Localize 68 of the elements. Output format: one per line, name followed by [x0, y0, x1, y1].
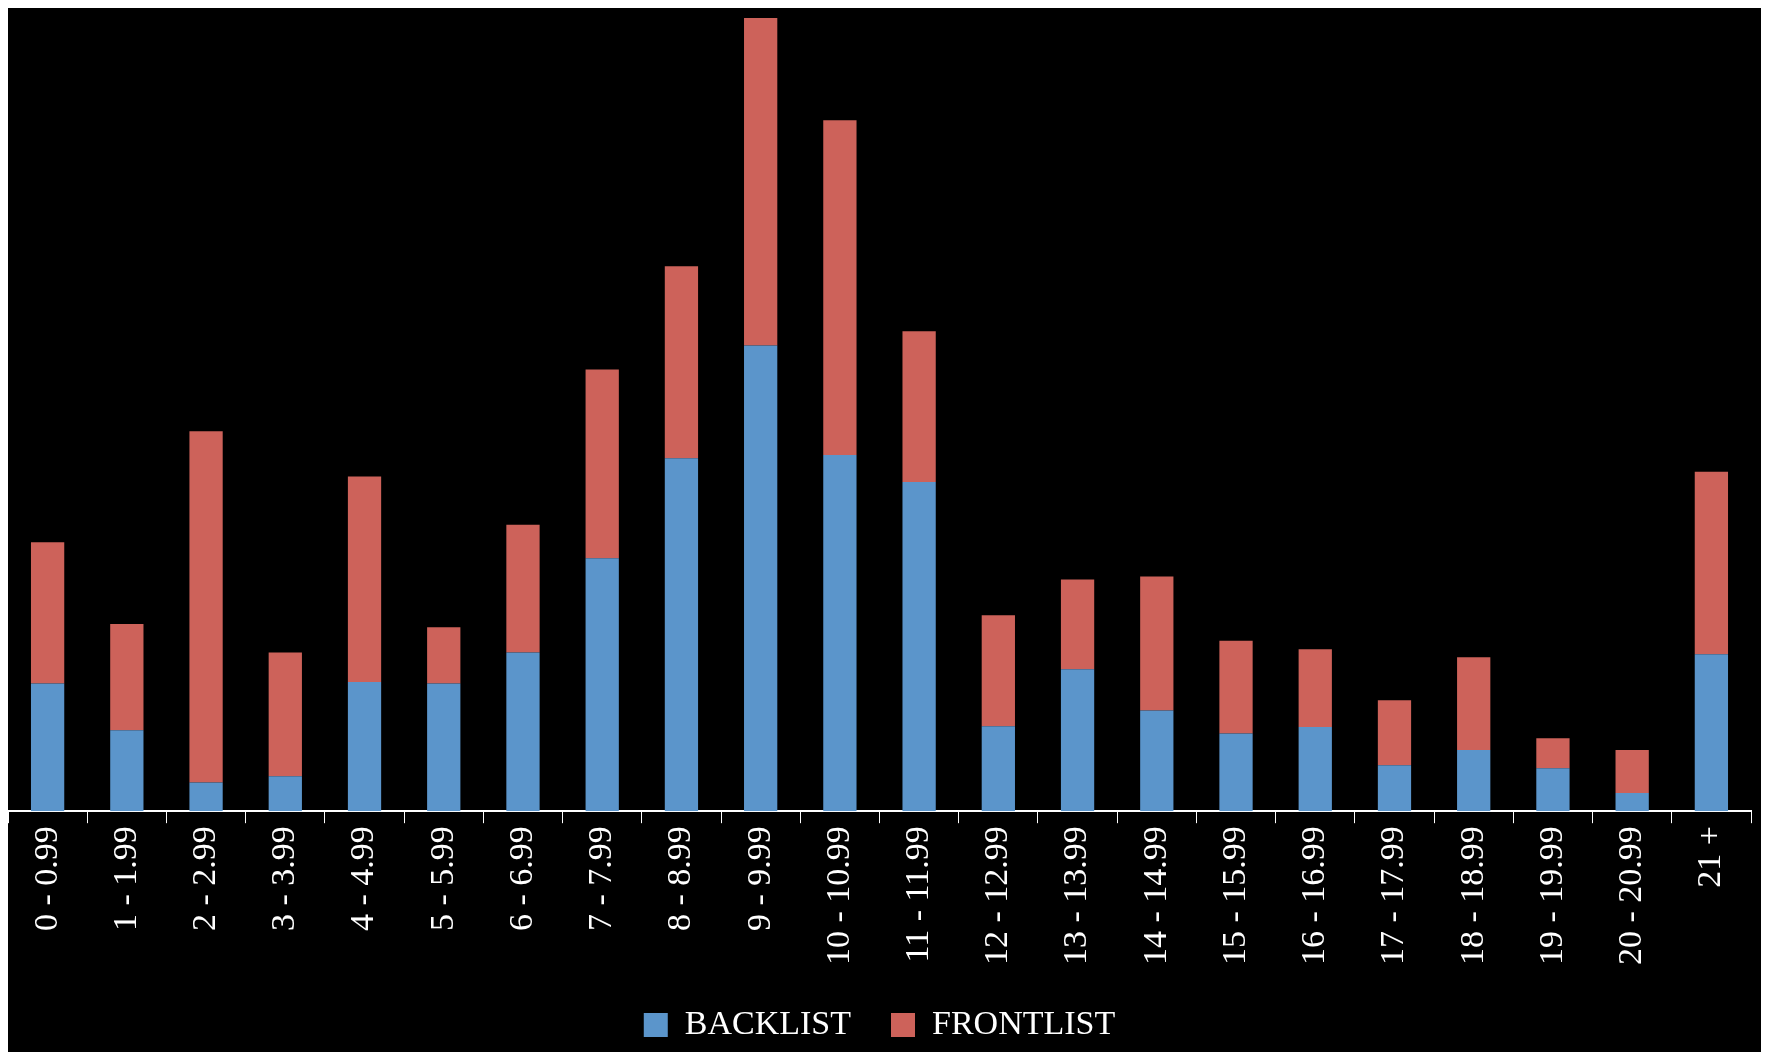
bar	[506, 524, 540, 653]
bar	[1060, 669, 1095, 812]
x-tick-label: 5 - 5.99	[422, 826, 460, 932]
bar	[981, 615, 1015, 727]
x-tick-label: 20 - 20.99	[1611, 826, 1649, 966]
x-tick-label: 12 - 12.99	[977, 826, 1015, 966]
bar	[427, 683, 461, 812]
bar	[1457, 750, 1491, 812]
bar	[189, 782, 223, 812]
bar	[347, 681, 382, 812]
bar	[506, 652, 540, 812]
x-tick-label: 6 - 6.99	[501, 826, 539, 932]
bar	[1615, 750, 1649, 793]
bar	[268, 652, 302, 777]
bar	[1219, 733, 1253, 812]
bar	[347, 476, 382, 682]
x-tick-label: 10 - 10.99	[818, 826, 856, 966]
x-tick-label: 2 - 2.99	[184, 826, 222, 932]
bar	[744, 345, 778, 812]
bar	[1457, 657, 1491, 751]
bar	[1377, 765, 1412, 812]
bar	[1377, 700, 1412, 766]
x-tick-label: 4 - 4.99	[343, 826, 381, 932]
bar	[1140, 576, 1174, 711]
x-tick-label: 0 - 0.99	[26, 826, 64, 932]
bar	[30, 542, 65, 684]
x-tick-label: 1 - 1.99	[105, 826, 143, 932]
bar	[902, 482, 936, 812]
bar	[664, 458, 699, 812]
bar	[981, 726, 1015, 812]
bar	[1615, 792, 1649, 812]
x-tick-label: 21 +	[1690, 826, 1728, 888]
bar	[110, 730, 144, 812]
bar	[1694, 471, 1729, 655]
x-tick-label: 14 - 14.99	[1135, 826, 1173, 966]
bar	[823, 120, 857, 456]
bar	[902, 331, 936, 483]
x-tick-label: 15 - 15.99	[1214, 826, 1252, 966]
bar	[1140, 710, 1174, 812]
x-tick-label: 16 - 16.99	[1294, 826, 1332, 966]
x-tick-label: 9 - 9.99	[739, 826, 777, 932]
bar	[30, 683, 65, 812]
x-tick-label: 13 - 13.99	[1056, 826, 1094, 966]
bar	[1536, 768, 1570, 812]
legend-label: FRONTLIST	[932, 1003, 1116, 1041]
bar	[1298, 649, 1332, 728]
bar	[585, 369, 619, 559]
bar	[189, 431, 223, 783]
bar	[1298, 727, 1332, 812]
bar	[1219, 640, 1253, 734]
legend-label: BACKLIST	[684, 1003, 852, 1041]
x-tick-label: 17 - 17.99	[1373, 826, 1411, 966]
bar	[268, 776, 302, 812]
x-tick-label: 7 - 7.99	[581, 826, 619, 932]
bar	[585, 558, 619, 812]
bar	[427, 627, 461, 684]
x-tick-label: 19 - 19.99	[1531, 826, 1569, 966]
bar	[110, 623, 144, 731]
x-tick-label: 3 - 3.99	[264, 826, 302, 932]
bar	[1060, 579, 1095, 670]
bar	[664, 266, 699, 459]
bar	[1694, 654, 1729, 812]
bar	[744, 18, 778, 346]
x-tick-label: 8 - 8.99	[660, 826, 698, 932]
bar	[823, 455, 857, 812]
x-tick-label: 18 - 18.99	[1452, 826, 1490, 966]
x-tick-label: 11 - 11.99	[898, 826, 936, 963]
bar	[1536, 738, 1570, 769]
